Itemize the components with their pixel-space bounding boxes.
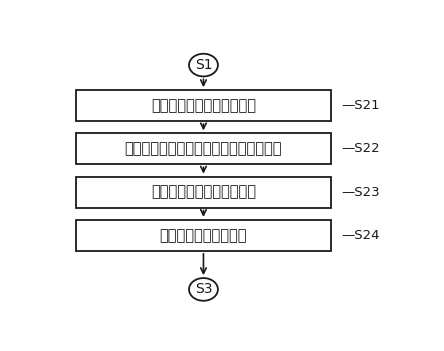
Text: 将氧化剂供应到基材上: 将氧化剂供应到基材上 (160, 228, 247, 243)
Bar (76, 177, 331, 208)
Text: —S22: —S22 (341, 143, 380, 155)
Text: 将第一源材料供应到基材上: 将第一源材料供应到基材上 (151, 98, 256, 113)
Text: —S23: —S23 (341, 186, 380, 199)
Circle shape (189, 278, 218, 301)
Bar (76, 133, 331, 164)
Bar (76, 220, 331, 251)
Text: 将第二源材料供应到基材上: 将第二源材料供应到基材上 (151, 185, 256, 200)
Text: S3: S3 (195, 283, 212, 296)
Text: —S24: —S24 (341, 229, 380, 242)
Bar (76, 90, 331, 121)
Text: —S21: —S21 (341, 99, 380, 112)
Circle shape (189, 54, 218, 77)
Text: 提供电子给体化合物以与第一源材料结合: 提供电子给体化合物以与第一源材料结合 (125, 141, 282, 157)
Text: S1: S1 (194, 58, 212, 72)
